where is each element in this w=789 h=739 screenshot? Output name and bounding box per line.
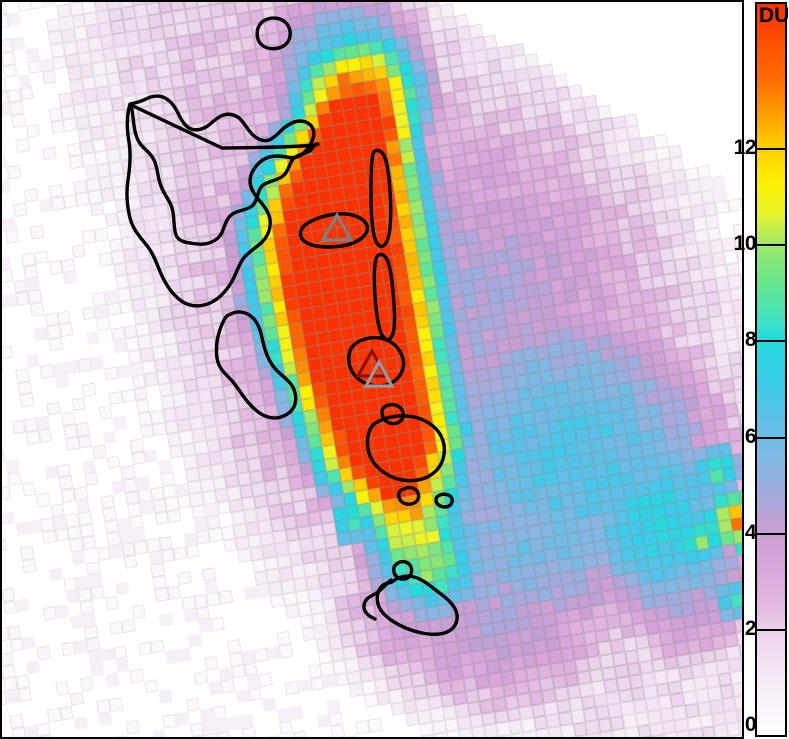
coastline-islet-b	[397, 485, 421, 506]
coastline-torres-island	[255, 16, 292, 51]
colorbar-tick-line-4	[755, 533, 787, 535]
colorbar-tick-line-8	[755, 340, 787, 342]
colorbar-tick-label-2: 2	[744, 617, 757, 640]
colorbar-tick-line-10	[755, 244, 787, 246]
coastline-tanna-tail	[362, 578, 393, 621]
coastline-efate	[365, 414, 447, 483]
colorbar-gradient	[757, 4, 785, 735]
coastline-epi	[347, 335, 406, 388]
map-panel	[0, 0, 744, 739]
coastline-espiritu-santo	[129, 103, 320, 246]
coastline-malakula	[214, 310, 298, 420]
coastline-islet-c	[434, 492, 454, 509]
colorbar-tick-label-6: 6	[744, 425, 757, 448]
colorbar-unit-label: DU	[759, 4, 789, 27]
volcano-marker-ambrym	[320, 211, 354, 242]
colorbar-panel: DU 12 10 8 6 4 2 0	[734, 0, 789, 739]
colorbar-track	[755, 2, 787, 737]
colorbar-tick-line-2	[755, 629, 787, 631]
coastline-erromango-islet	[392, 559, 414, 581]
colorbar-tick-label-10: 10	[733, 232, 757, 255]
colorbar-tick-label-12: 12	[733, 136, 757, 159]
colorbar-tick-label-0: 0	[744, 713, 757, 736]
colorbar-tick-label-4: 4	[744, 521, 757, 544]
volcano-marker-overlay	[320, 211, 395, 388]
colorbar-tick-line-12	[755, 148, 787, 150]
volcano-marker-lopevi	[363, 358, 395, 388]
coastline-overlay	[125, 16, 459, 637]
coastline-espiritu-santo-body	[125, 94, 316, 308]
colorbar-tick-line-6	[755, 437, 787, 439]
coastline-islet-a	[380, 402, 406, 426]
colorbar-tick-label-8: 8	[744, 328, 757, 351]
coastline-maewo	[369, 148, 393, 249]
